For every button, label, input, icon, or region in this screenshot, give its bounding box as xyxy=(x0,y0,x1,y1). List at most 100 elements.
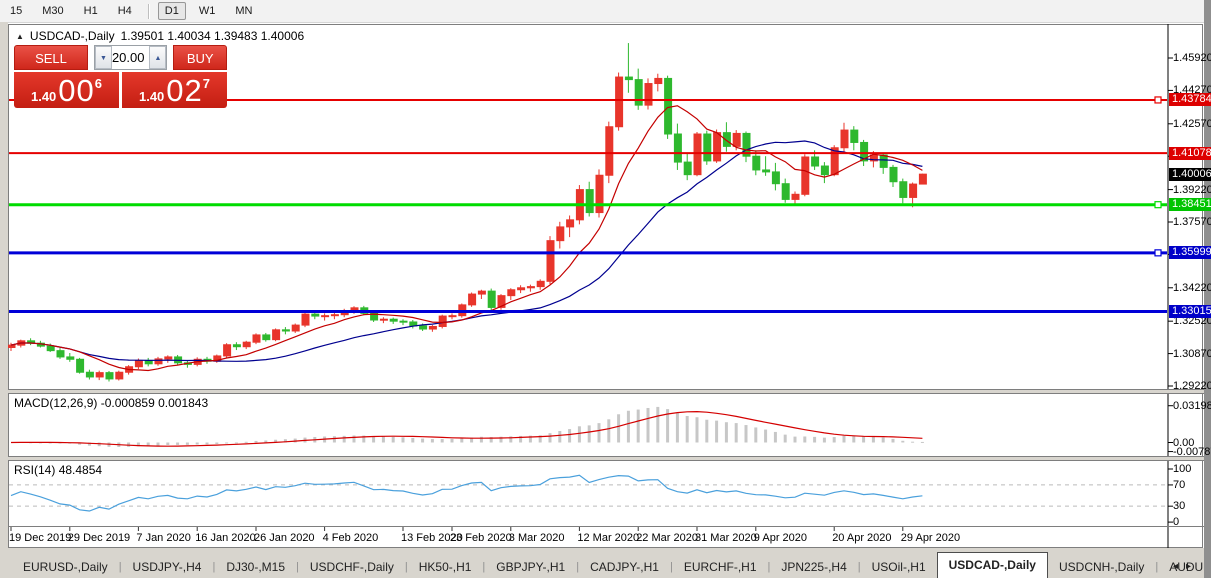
date-axis-label: 29 Dec 2019 xyxy=(67,532,131,544)
tab-usoil-h1[interactable]: USOil-,H1 xyxy=(871,560,926,574)
tab-scroll-arrows: ◂▸ xyxy=(1173,561,1199,572)
tab-audu[interactable]: AUDU xyxy=(1169,560,1204,574)
collapse-panel-icon[interactable]: ▲ xyxy=(16,31,24,41)
buy-price-prefix: 1.40 xyxy=(138,89,165,104)
volume-control: ▼ 20.00 ▲ xyxy=(93,45,168,70)
tab-separator: | xyxy=(482,561,486,573)
tab-separator: | xyxy=(296,561,299,573)
tab-hk50-h1[interactable]: HK50-,H1 xyxy=(418,560,472,574)
tab-separator: | xyxy=(857,561,861,573)
chart-title: ▲ USDCAD-,Daily 1.39501 1.40034 1.39483 … xyxy=(16,29,304,43)
price-level-badge: 1.33015 xyxy=(1169,304,1211,318)
timeframe-button-d1[interactable]: D1 xyxy=(157,2,186,20)
window-right-edge[interactable] xyxy=(1204,0,1211,578)
date-axis-label: 29 Apr 2020 xyxy=(900,532,961,544)
timeframe-button-15[interactable]: 15 xyxy=(10,5,23,17)
tab-separator: | xyxy=(118,561,122,573)
date-axis-label: 13 Feb 2020 xyxy=(401,532,463,544)
price-axis-label: 1.44270 xyxy=(1173,84,1211,97)
macd-indicator-label: MACD(12,26,9) -0.000859 0.001843 xyxy=(14,396,209,410)
date-axis-label: 12 Mar 2020 xyxy=(577,532,640,544)
volume-input[interactable]: 20.00 xyxy=(111,50,145,65)
buy-price-pip: 7 xyxy=(202,76,211,91)
tab-cadjpy-h1[interactable]: CADJPY-,H1 xyxy=(590,560,659,574)
sell-price-prefix: 1.40 xyxy=(30,89,57,104)
chart-ohlc-values: 1.39501 1.40034 1.39483 1.40006 xyxy=(120,29,305,43)
tab-eurusd-daily[interactable]: EURUSD-,Daily xyxy=(23,560,108,574)
date-axis-separator xyxy=(8,526,1204,527)
tab-separator: | xyxy=(767,561,771,573)
rsi-indicator-label: RSI(14) 48.4854 xyxy=(14,463,103,477)
timeframe-button-mn[interactable]: MN xyxy=(235,5,253,17)
price-axis-label: 1.42570 xyxy=(1173,117,1211,130)
date-axis-label: 23 Feb 2020 xyxy=(450,532,512,544)
date-axis-label: 3 Mar 2020 xyxy=(508,532,565,544)
tab-separator: | xyxy=(404,561,408,573)
timeframe-button-h4[interactable]: H4 xyxy=(117,5,132,17)
date-axis-label: 20 Apr 2020 xyxy=(832,532,892,544)
chart-symbol-label: USDCAD-,Daily xyxy=(29,29,115,43)
tab-usdchf-daily[interactable]: USDCHF-,Daily xyxy=(309,560,394,574)
price-level-badge: 1.35999 xyxy=(1169,246,1211,260)
date-axis-label: 4 Feb 2020 xyxy=(322,532,379,544)
timeframe-button-m30[interactable]: M30 xyxy=(42,5,64,17)
price-level-badge: 1.38451 xyxy=(1169,198,1211,212)
buy-price-big-digits: 02 xyxy=(166,73,203,108)
tab-separator: | xyxy=(576,561,580,573)
macd-axis-label: -0.007879 xyxy=(1173,445,1211,458)
price-level-badge: 1.43784 xyxy=(1169,93,1211,107)
volume-decrease-button[interactable]: ▼ xyxy=(94,46,112,69)
tab-separator: | xyxy=(1155,561,1159,573)
volume-increase-button[interactable]: ▲ xyxy=(149,46,167,69)
sell-price-big-digits: 00 xyxy=(58,73,95,108)
sell-price-pip: 6 xyxy=(94,76,103,91)
buy-button[interactable]: BUY xyxy=(173,45,227,70)
buy-price-display[interactable]: 1.40 02 7 xyxy=(122,72,227,108)
tab-usdcnh-daily[interactable]: USDCNH-,Daily xyxy=(1058,560,1145,574)
date-axis-label: 31 Mar 2020 xyxy=(695,532,757,544)
timeframe-button-w1[interactable]: W1 xyxy=(198,5,216,17)
price-axis-label: 1.30870 xyxy=(1173,347,1211,360)
date-axis-label: 16 Jan 2020 xyxy=(195,532,256,544)
rsi-axis-label: 70 xyxy=(1173,478,1186,491)
current-price-badge: 1.40006 xyxy=(1169,167,1211,181)
price-axis-label: 1.29220 xyxy=(1173,379,1211,392)
toolbar-separator xyxy=(147,3,149,19)
price-axis-label: 1.32520 xyxy=(1173,315,1211,328)
date-axis-label: 9 Apr 2020 xyxy=(753,532,808,544)
price-axis-label: 1.45920 xyxy=(1173,52,1211,64)
rsi-axis-label: 30 xyxy=(1173,500,1186,513)
rsi-panel-separator[interactable] xyxy=(8,456,1204,461)
date-axis-label: 22 Mar 2020 xyxy=(636,532,698,544)
sell-price-display[interactable]: 1.40 00 6 xyxy=(14,72,119,108)
sell-button[interactable]: SELL xyxy=(14,45,88,70)
one-click-trading-widget: SELL ▼ 20.00 ▲ BUY 1.40 00 6 1.40 02 7 xyxy=(14,45,227,110)
macd-axis-label: 0.00 xyxy=(1173,436,1195,449)
tab-gbpjpy-h1[interactable]: GBPJPY-,H1 xyxy=(496,560,566,574)
tab-jpn225-h4[interactable]: JPN225-,H4 xyxy=(781,560,847,574)
tab-dj30-m15[interactable]: DJ30-,M15 xyxy=(226,560,286,574)
timeframe-button-h1[interactable]: H1 xyxy=(83,5,98,17)
tab-eurchf-h1[interactable]: EURCHF-,H1 xyxy=(683,560,757,574)
date-axis-label: 7 Jan 2020 xyxy=(136,532,191,544)
price-axis-label: 1.34220 xyxy=(1173,281,1211,294)
rsi-axis-label: 100 xyxy=(1173,463,1192,475)
tab-separator: | xyxy=(669,561,673,573)
price-axis-label: 1.37570 xyxy=(1173,215,1211,228)
timeframe-toolbar: 15 M30 H1 H4 D1 W1 MN xyxy=(0,0,1211,23)
tab-scroll-right-icon[interactable]: ▸ xyxy=(1185,561,1199,572)
date-axis-label: 19 Dec 2019 xyxy=(9,532,72,544)
price-level-badge: 1.41078 xyxy=(1169,146,1211,160)
tab-usdjpy-h4[interactable]: USDJPY-,H4 xyxy=(132,560,202,574)
tab-separator: | xyxy=(212,561,216,573)
chart-tabs-bar: EURUSD-,Daily | USDJPY-,H4 | DJ30-,M15 | USDCH… xyxy=(0,548,1211,578)
tab-scroll-left-icon[interactable]: ◂ xyxy=(1172,561,1186,572)
price-axis-label: 1.39220 xyxy=(1173,183,1211,196)
macd-panel-separator[interactable] xyxy=(8,389,1204,394)
window-left-edge xyxy=(0,22,8,578)
rsi-axis-label: 0 xyxy=(1173,516,1180,529)
macd-axis-label: 0.031987 xyxy=(1173,399,1211,412)
tab-usdcad-daily[interactable]: USDCAD-,Daily xyxy=(936,552,1048,578)
date-axis-label: 26 Jan 2020 xyxy=(254,532,315,544)
